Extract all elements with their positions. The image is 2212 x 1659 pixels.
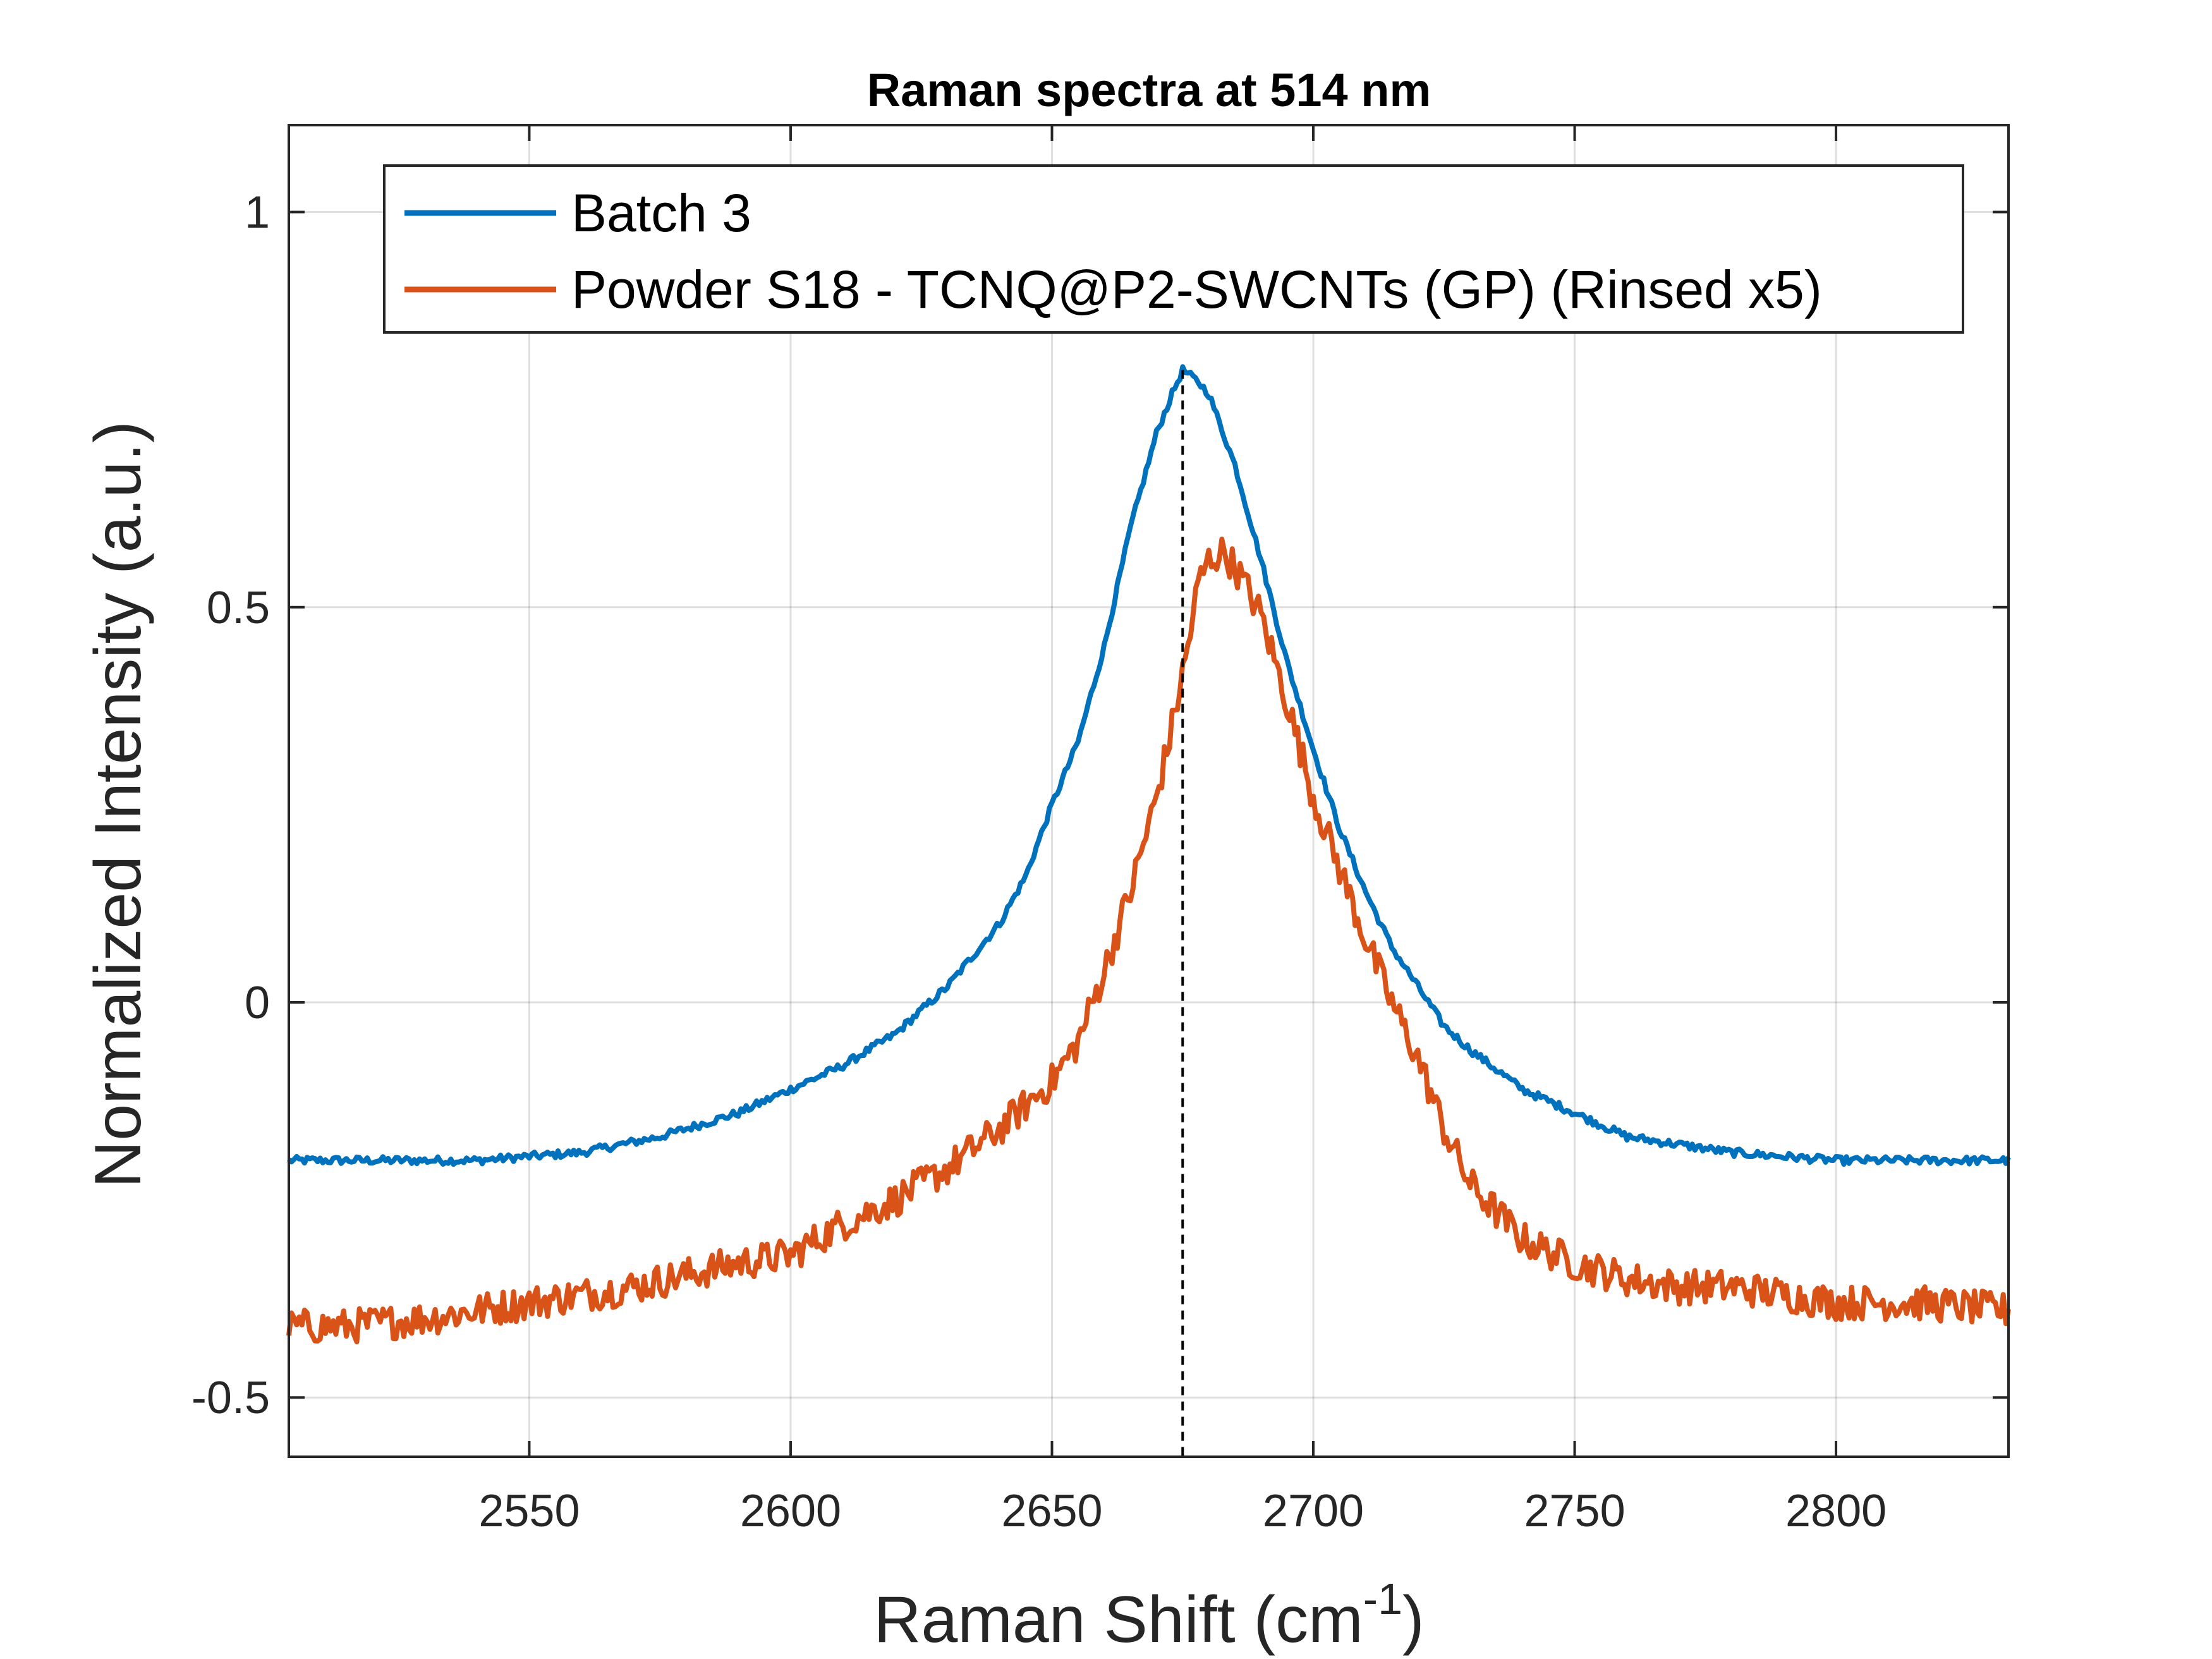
x-tick-label: 2700 xyxy=(1263,1486,1364,1536)
x-tick-label: 2750 xyxy=(1524,1486,1625,1536)
legend-label-powder-s18: Powder S18 - TCNQ@P2-SWCNTs (GP) (Rinsed… xyxy=(571,260,1822,319)
legend-box xyxy=(383,164,1964,334)
x-tick-label: 2800 xyxy=(1785,1486,1887,1536)
chart-title: Raman spectra at 514 nm xyxy=(867,64,1431,116)
x-tick-label: 2600 xyxy=(740,1486,841,1536)
x-axis-title: Raman Shift (cm-1) xyxy=(873,1574,1424,1656)
x-tick-label: 2550 xyxy=(478,1486,580,1536)
y-tick-label: 0 xyxy=(245,978,270,1028)
tick-labels: 2550 2600 2650 2700 2750 2800 -0.5 0 0.5 1 xyxy=(191,188,1887,1536)
series-layer xyxy=(286,364,2011,1457)
series-line-batch-3 xyxy=(287,364,2011,1167)
x-axis-title-superscript: -1 xyxy=(1363,1574,1402,1624)
x-tick-label: 2650 xyxy=(1001,1486,1102,1536)
y-tick-label: 0.5 xyxy=(207,583,270,633)
y-tick-label: 1 xyxy=(245,188,270,238)
axis-ticks xyxy=(289,125,2008,1457)
x-axis-title-text: Raman Shift (cm xyxy=(873,1583,1363,1656)
legend-label-batch-3: Batch 3 xyxy=(571,183,751,243)
y-tick-label: -0.5 xyxy=(191,1373,270,1423)
y-axis-title: Normalized Intensity (a.u.) xyxy=(82,421,155,1188)
series-line-powder-s18 xyxy=(286,537,2011,1345)
legend: Batch 3 Powder S18 - TCNQ@P2-SWCNTs (GP)… xyxy=(383,164,1964,334)
x-axis-title-suffix: ) xyxy=(1402,1583,1425,1656)
plot-area-frame xyxy=(288,124,2010,1458)
